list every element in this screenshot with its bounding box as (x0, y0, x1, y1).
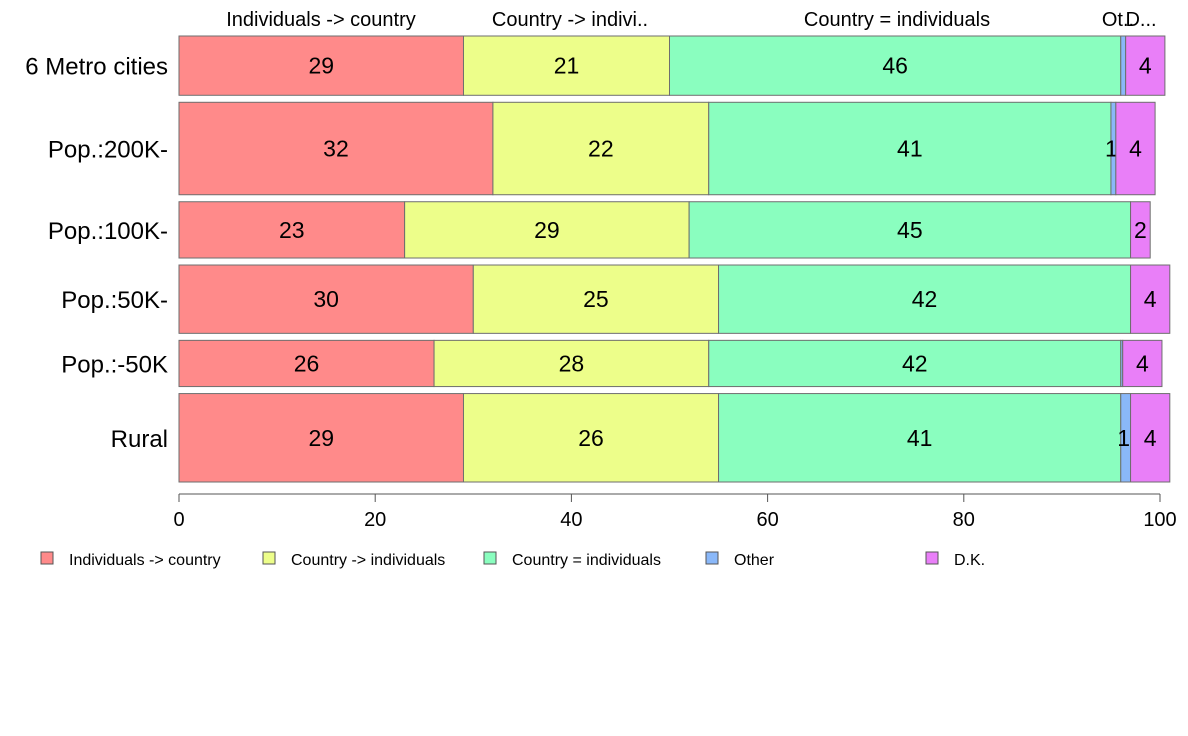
x-tick-label: 0 (173, 509, 184, 531)
bar-segment (178, 201, 406, 259)
legend-label: Other (734, 552, 775, 569)
data-label: 4 (1129, 136, 1142, 162)
data-label: 41 (897, 136, 923, 162)
bar-segment (472, 264, 720, 334)
bar-segment (1125, 35, 1166, 96)
data-label: 45 (897, 217, 923, 243)
legend-swatch (40, 551, 54, 565)
data-label: 46 (882, 53, 908, 79)
legend-swatch (705, 551, 719, 565)
data-label: 4 (1144, 425, 1157, 451)
data-label: 21 (554, 53, 580, 79)
bar-segment (718, 264, 1132, 334)
bar-segment (404, 201, 690, 259)
x-tick-label: 20 (364, 509, 386, 531)
bar-segment (669, 35, 1122, 96)
bar-segment (718, 393, 1122, 483)
data-label: 23 (279, 217, 305, 243)
data-label: 30 (313, 286, 339, 312)
data-label: 29 (308, 53, 334, 79)
x-tick-label: 60 (756, 509, 778, 531)
data-label: 26 (578, 425, 604, 451)
data-label: 2 (1134, 217, 1147, 243)
legend-label: Country = individuals (512, 552, 661, 569)
category-label: Pop.:-50K (61, 351, 168, 378)
data-label: 29 (534, 217, 560, 243)
bar-segment (178, 393, 464, 483)
bar-segment (492, 101, 710, 196)
x-tick-label: 80 (953, 509, 975, 531)
bar-segment (1115, 101, 1156, 196)
category-label: Pop.:200K- (48, 137, 168, 164)
x-tick-label: 40 (560, 509, 582, 531)
data-label: 4 (1136, 350, 1149, 376)
legend-swatch (262, 551, 276, 565)
category-label: Pop.:50K- (61, 287, 168, 314)
bar-segment (462, 393, 720, 483)
bar-segment (1130, 201, 1151, 259)
bar-segment (178, 35, 464, 96)
series-top-label: D... (1125, 9, 1156, 31)
series-top-label: Country -> indivi.. (492, 9, 648, 31)
bar-segment (1130, 393, 1171, 483)
data-label: 26 (294, 350, 320, 376)
bar-segment (178, 339, 435, 388)
data-label: 32 (323, 136, 349, 162)
bar-segment (178, 264, 474, 334)
bar-segment (462, 35, 670, 96)
series-top-label: Individuals -> country (226, 9, 416, 31)
legend-label: Individuals -> country (69, 552, 221, 569)
data-label: 1 (1105, 136, 1118, 162)
category-label: 6 Metro cities (25, 54, 168, 81)
bar-segment (708, 101, 1112, 196)
category-label: Pop.:100K- (48, 218, 168, 245)
data-label: 4 (1139, 53, 1152, 79)
bar-segment (1122, 339, 1163, 388)
data-label: 28 (559, 350, 585, 376)
bar-segment (178, 101, 494, 196)
legend-label: D.K. (954, 552, 985, 569)
legend-label: Country -> individuals (291, 552, 445, 569)
data-label: 41 (907, 425, 933, 451)
legend-swatch (925, 551, 939, 565)
bar-segment (688, 201, 1132, 259)
legend-swatch (483, 551, 497, 565)
data-label: 4 (1144, 286, 1157, 312)
bar-segment (1130, 264, 1171, 334)
data-label: 42 (912, 286, 938, 312)
series-top-label: Country = individuals (804, 9, 990, 31)
data-label: 1 (1117, 425, 1130, 451)
x-tick-label: 100 (1143, 509, 1176, 531)
data-label: 42 (902, 350, 928, 376)
category-label: Rural (111, 426, 168, 453)
data-label: 25 (583, 286, 609, 312)
bar-segment (433, 339, 710, 388)
series-top-label: Ot.. (1102, 9, 1134, 31)
bar-segment (1120, 35, 1127, 96)
data-label: 22 (588, 136, 614, 162)
data-label: 29 (308, 425, 334, 451)
